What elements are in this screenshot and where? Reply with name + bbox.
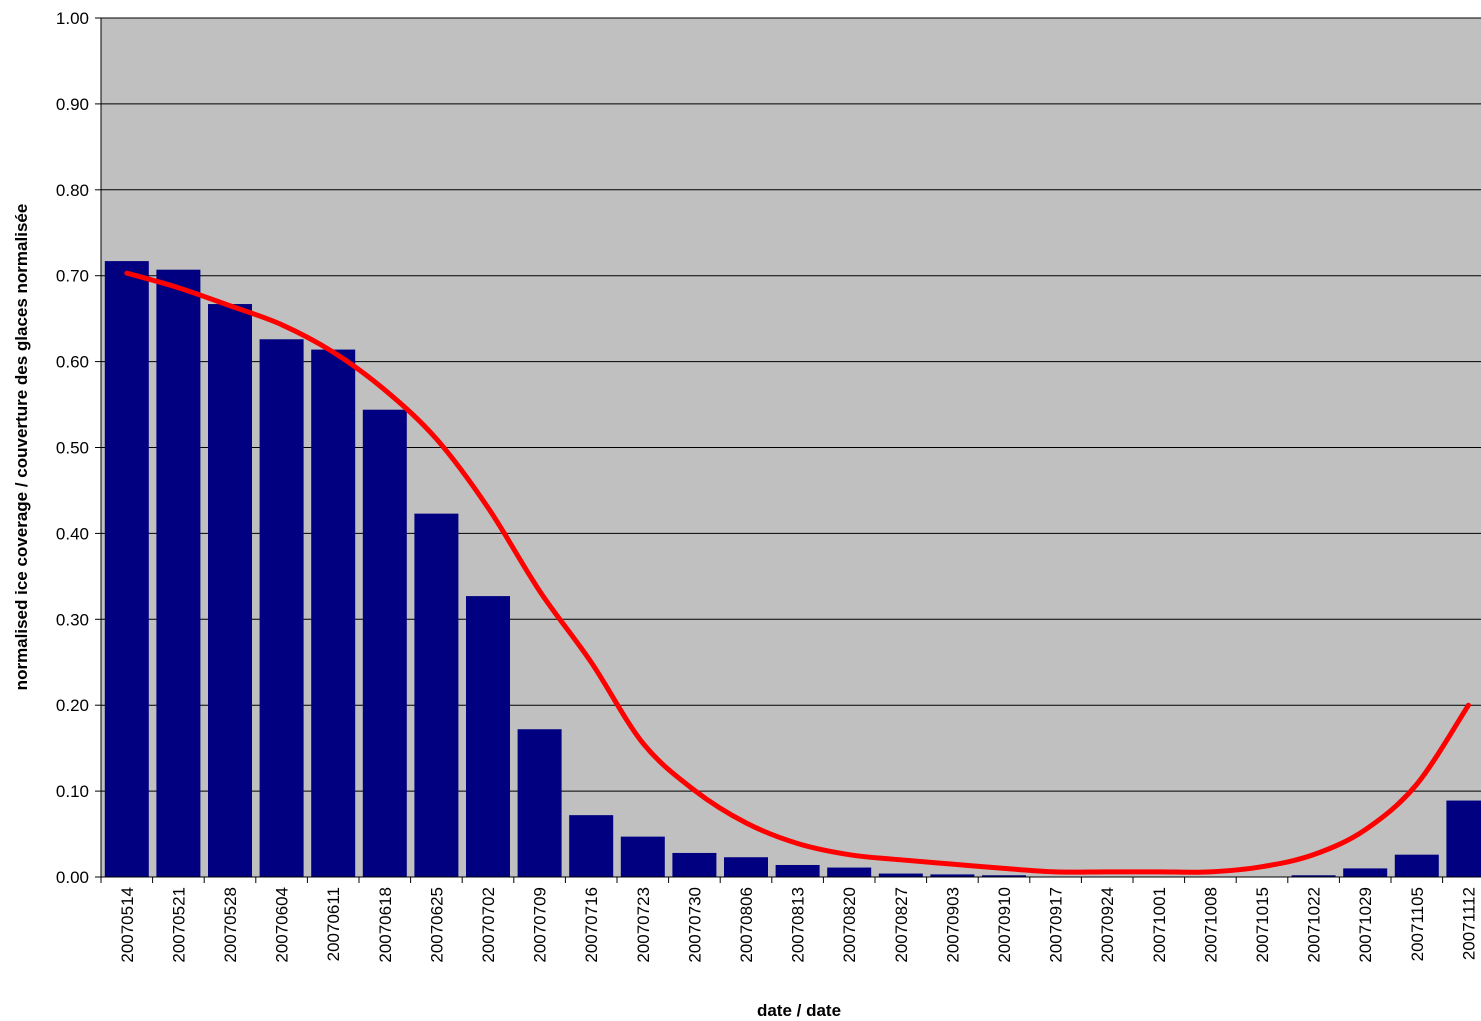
bar xyxy=(827,867,872,877)
bar xyxy=(466,596,510,877)
y-tick-label: 0.00 xyxy=(56,868,89,887)
x-tick-label: 20070514 xyxy=(118,887,137,963)
bar xyxy=(620,836,665,877)
x-tick-label: 20071015 xyxy=(1253,887,1272,963)
trend-line xyxy=(124,270,1471,875)
bar xyxy=(104,261,149,877)
bar-series xyxy=(104,261,1481,878)
bar xyxy=(569,815,614,877)
x-tick-label: 20070917 xyxy=(1047,887,1066,963)
y-tick-label: 0.90 xyxy=(56,95,89,114)
x-tick-label: 20071029 xyxy=(1356,887,1375,963)
bar xyxy=(517,729,562,877)
x-tick-label: 20070625 xyxy=(427,887,446,963)
y-tick-label: 0.80 xyxy=(56,181,89,200)
x-tick-label: 20070618 xyxy=(376,887,395,963)
y-tick-labels: 0.00 0.10 0.20 0.30 0.40 0.50 0.60 0.70 0.80 0.90… xyxy=(56,9,89,887)
x-tick-label: 20070709 xyxy=(531,887,550,963)
x-tick-label: 20070820 xyxy=(840,887,859,963)
y-axis-title: normalised ice coverage / couverture des… xyxy=(12,204,31,691)
bar xyxy=(982,875,1026,877)
bar xyxy=(724,857,768,877)
bar xyxy=(1291,875,1336,877)
bar xyxy=(414,513,459,877)
bar xyxy=(311,349,356,878)
x-axis-title: date / date xyxy=(757,1001,841,1020)
x-tick-label: 20071008 xyxy=(1201,887,1220,963)
x-tick-label: 20070806 xyxy=(737,887,756,963)
y-tick-label: 0.60 xyxy=(56,353,89,372)
axes xyxy=(95,17,1481,883)
bar xyxy=(362,409,407,877)
bar xyxy=(259,339,304,877)
bar xyxy=(1394,854,1439,877)
x-tick-label: 20070924 xyxy=(1098,887,1117,963)
x-tick-label: 20070813 xyxy=(789,887,808,963)
y-tick-label: 1.00 xyxy=(56,9,89,28)
bar xyxy=(878,873,923,877)
bar xyxy=(672,852,717,877)
x-tick-label: 20071001 xyxy=(1150,887,1169,963)
x-tick-labels: 20070514 20070521 20070528 20070604 20070611… xyxy=(118,887,1479,963)
x-tick-label: 20070723 xyxy=(634,887,653,963)
x-tick-label: 20071112 xyxy=(1459,887,1478,960)
bar xyxy=(930,874,975,877)
x-tick-label: 20070604 xyxy=(273,887,292,963)
x-tick-label: 20071022 xyxy=(1305,887,1324,963)
y-tick-label: 0.10 xyxy=(56,782,89,801)
y-tick-label: 0.40 xyxy=(56,524,89,543)
bar xyxy=(208,304,252,877)
y-tick-label: 0.30 xyxy=(56,610,89,629)
x-tick-label: 20070910 xyxy=(995,887,1014,963)
x-tick-label: 20070611 xyxy=(324,887,343,961)
x-tick-label: 20070521 xyxy=(169,887,188,963)
y-tick-label: 0.50 xyxy=(56,439,89,458)
y-tick-label: 0.70 xyxy=(56,267,89,286)
bar xyxy=(775,864,820,877)
x-tick-label: 20070730 xyxy=(685,887,704,963)
x-tick-label: 20070716 xyxy=(582,887,601,963)
x-tick-label: 20070827 xyxy=(892,887,911,963)
bar xyxy=(1343,868,1388,877)
bar xyxy=(1446,800,1481,877)
x-tick-label: 20070528 xyxy=(221,887,240,963)
line-series xyxy=(124,270,1471,875)
x-tick-label: 20070702 xyxy=(479,887,498,963)
bar xyxy=(156,269,201,877)
y-tick-label: 0.20 xyxy=(56,696,89,715)
x-tick-label: 20070903 xyxy=(943,887,962,963)
x-tick-label: 20071105 xyxy=(1408,887,1427,961)
